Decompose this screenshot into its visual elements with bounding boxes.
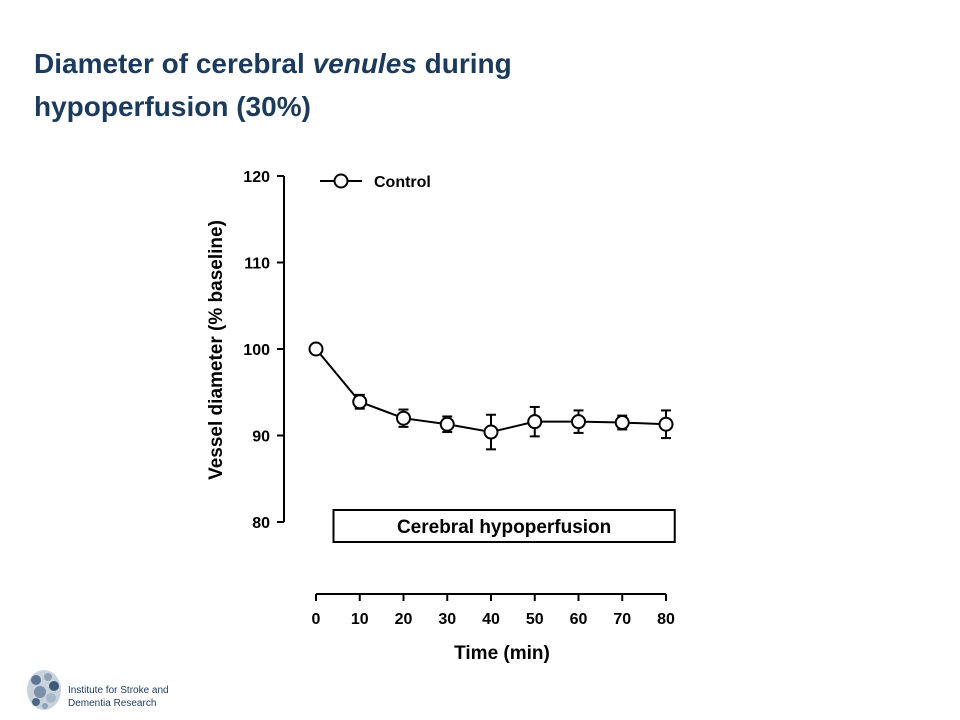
brain-logo-icon <box>27 670 61 710</box>
x-tick-label: 50 <box>526 611 544 628</box>
data-point <box>308 341 324 357</box>
data-point <box>483 424 499 440</box>
institute-name: Institute for Stroke and Dementia Resear… <box>68 684 169 710</box>
data-point <box>658 416 674 432</box>
data-point <box>439 416 455 432</box>
slide-title-line-1: Diameter of cerebral venules during <box>34 42 634 85</box>
legend-marker <box>333 173 349 189</box>
y-tick-label: 120 <box>243 169 270 186</box>
data-point <box>352 394 368 410</box>
x-tick-label: 40 <box>482 611 500 628</box>
legend-label: Control <box>374 174 431 191</box>
y-axis: 80 90 100 110 120 <box>243 169 285 532</box>
data-point <box>527 414 543 430</box>
x-tick-label: 20 <box>395 611 413 628</box>
y-axis-title: Vessel diameter (% baseline) <box>206 220 227 480</box>
hypoperfusion-box <box>332 509 676 543</box>
x-axis-title: Time (min) <box>454 643 550 664</box>
slide-title: Diameter of cerebral venules during hypo… <box>34 42 634 128</box>
institute-name-line-1: Institute for Stroke and <box>68 685 169 696</box>
data-point <box>396 410 411 426</box>
title-text-italic: venules <box>312 48 417 79</box>
x-tick-label: 30 <box>438 611 456 628</box>
title-text-part-2: during <box>416 48 512 79</box>
x-tick-label: 60 <box>570 611 588 628</box>
hypoperfusion-label: Cerebral hypoperfusion <box>397 517 611 538</box>
slide-title-line-2: hypoperfusion (30%) <box>34 91 311 122</box>
hypoperfusion-band: Cerebral hypoperfusion <box>332 509 676 543</box>
data-point <box>614 415 630 431</box>
title-text-part-1: Diameter of cerebral <box>34 48 313 79</box>
y-tick-label: 100 <box>243 342 270 359</box>
x-axis: 0 10 20 30 40 50 60 70 80 <box>312 593 675 628</box>
legend: Control <box>320 173 431 191</box>
data-point <box>571 414 586 430</box>
y-tick-label: 110 <box>244 256 270 273</box>
x-tick-label: 70 <box>613 611 631 628</box>
y-tick-label: 90 <box>252 429 270 446</box>
series-control <box>308 341 674 451</box>
institute-name-line-2: Dementia Research <box>68 698 157 709</box>
x-tick-label: 0 <box>312 611 321 628</box>
x-tick-label: 10 <box>351 611 369 628</box>
y-tick-label: 80 <box>252 515 270 532</box>
x-tick-label: 80 <box>657 611 675 628</box>
